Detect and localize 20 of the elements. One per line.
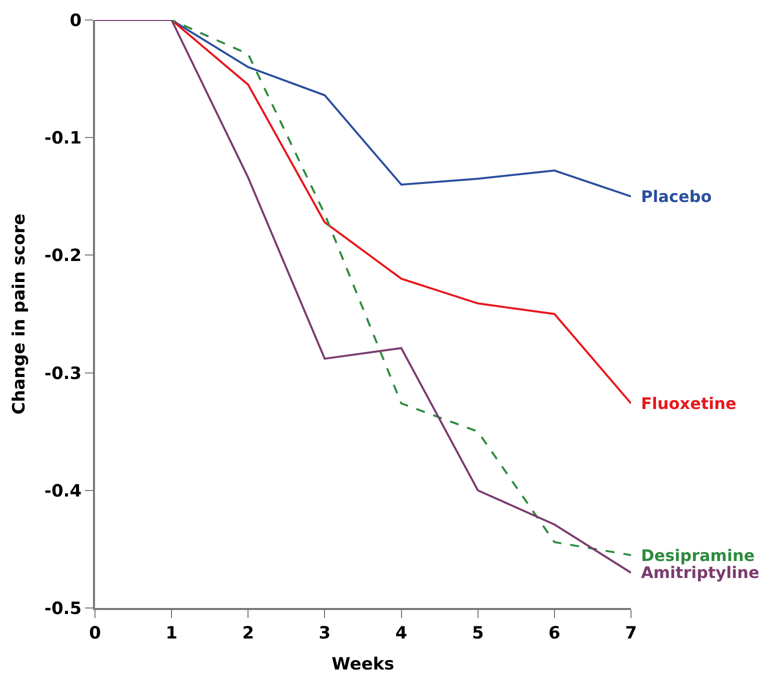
series-label: Placebo xyxy=(641,187,712,206)
y-tick-label: -0.4 xyxy=(44,481,82,502)
y-tick-label: -0.5 xyxy=(44,598,82,619)
series-label: Amitriptyline xyxy=(641,563,760,582)
y-tick-label: 0 xyxy=(70,10,82,31)
x-tick-label: 2 xyxy=(242,623,254,644)
series-label: Fluoxetine xyxy=(641,394,736,413)
x-tick-label: 1 xyxy=(166,623,178,644)
x-tick-label: 4 xyxy=(395,623,408,644)
x-tick-label: 0 xyxy=(89,623,102,644)
x-tick-label: 6 xyxy=(548,623,560,644)
y-tick-label: -0.1 xyxy=(44,128,82,149)
x-tick-label: 5 xyxy=(472,623,484,644)
x-axis-title: Weeks xyxy=(332,654,394,674)
y-tick-label: -0.3 xyxy=(44,364,82,384)
y-axis-title: Change in pain score xyxy=(9,214,30,414)
x-tick-label: 7 xyxy=(625,623,637,644)
series-label: Desipramine xyxy=(641,546,755,565)
y-tick-label: -0.2 xyxy=(44,246,82,266)
x-tick-label: 3 xyxy=(318,623,331,644)
